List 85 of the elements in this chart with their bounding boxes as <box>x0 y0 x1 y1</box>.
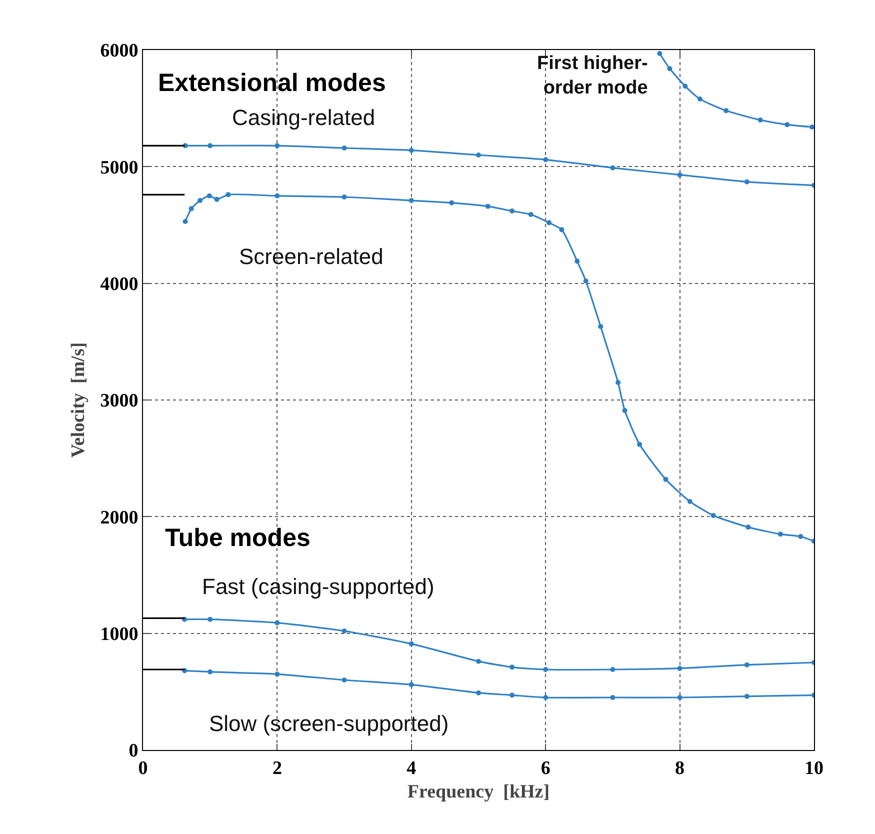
x-axis-title: Frequency [kHz] <box>407 782 550 803</box>
point <box>637 442 642 447</box>
point <box>543 695 548 700</box>
point <box>657 51 662 56</box>
point <box>408 198 414 203</box>
point <box>182 219 188 224</box>
point <box>408 682 414 688</box>
x-tick-label: 8 <box>675 758 685 779</box>
point <box>697 96 702 102</box>
point <box>342 194 347 200</box>
point <box>510 208 515 214</box>
point <box>342 146 347 150</box>
point <box>778 532 783 537</box>
point <box>528 212 534 217</box>
point <box>687 499 692 504</box>
annotation: Tube modes <box>165 524 310 552</box>
point <box>746 524 751 530</box>
series-label: Casing-related <box>232 105 376 130</box>
point <box>476 690 481 696</box>
point <box>758 118 763 122</box>
point <box>667 66 672 72</box>
point <box>188 206 194 212</box>
point <box>342 678 347 682</box>
point <box>543 157 548 162</box>
point <box>610 667 616 672</box>
point <box>208 669 213 674</box>
point <box>274 143 280 148</box>
point <box>342 628 347 634</box>
point <box>622 408 628 413</box>
point <box>744 662 750 668</box>
point <box>485 204 490 209</box>
point <box>408 641 414 646</box>
point <box>546 220 552 226</box>
point <box>574 258 580 264</box>
point <box>198 198 203 203</box>
text: Screen-related <box>239 244 384 269</box>
point <box>710 513 716 518</box>
point <box>208 143 213 148</box>
series-label: Fast (casing-supported) <box>202 574 434 599</box>
point <box>449 200 454 206</box>
point <box>274 672 280 677</box>
y-tick-label: 1000 <box>100 624 138 645</box>
point <box>274 620 280 626</box>
point <box>784 122 790 128</box>
point <box>274 193 280 198</box>
point <box>543 667 548 672</box>
point <box>598 324 604 329</box>
y-tick-label: 4000 <box>100 274 138 295</box>
point <box>677 695 682 700</box>
point <box>214 196 220 202</box>
point <box>744 179 750 184</box>
point <box>798 534 804 539</box>
point <box>408 148 414 153</box>
x-tick-label: 2 <box>272 758 282 779</box>
point <box>724 108 729 114</box>
point <box>744 694 750 699</box>
series-label: First higher-order mode <box>537 53 648 99</box>
point <box>226 192 231 198</box>
point <box>559 227 564 232</box>
x-tick-label: 10 <box>804 758 824 779</box>
x-tick-label: 4 <box>406 758 417 779</box>
point <box>476 152 481 158</box>
point <box>583 278 588 284</box>
point <box>206 193 212 198</box>
point <box>510 664 515 670</box>
annotation: Extensional modes <box>158 69 386 97</box>
point <box>663 476 668 482</box>
point <box>610 165 616 170</box>
y-tick-label: 5000 <box>100 157 138 178</box>
x-tick-label: 6 <box>540 758 550 779</box>
series-label: Slow (screen-supported) <box>209 711 449 736</box>
y-tick-label: 3000 <box>100 390 138 412</box>
point <box>610 695 616 700</box>
point <box>616 380 621 385</box>
point <box>677 172 682 178</box>
y-tick-label: 0 <box>128 740 138 762</box>
y-tick-label: 6000 <box>100 40 138 62</box>
point <box>677 666 682 671</box>
point <box>476 658 481 664</box>
point <box>208 616 213 622</box>
y-axis-title: Velocity [m/s] <box>68 342 90 458</box>
point <box>510 692 515 698</box>
point <box>682 84 688 89</box>
point <box>809 124 814 130</box>
y-tick-label: 2000 <box>100 507 138 528</box>
